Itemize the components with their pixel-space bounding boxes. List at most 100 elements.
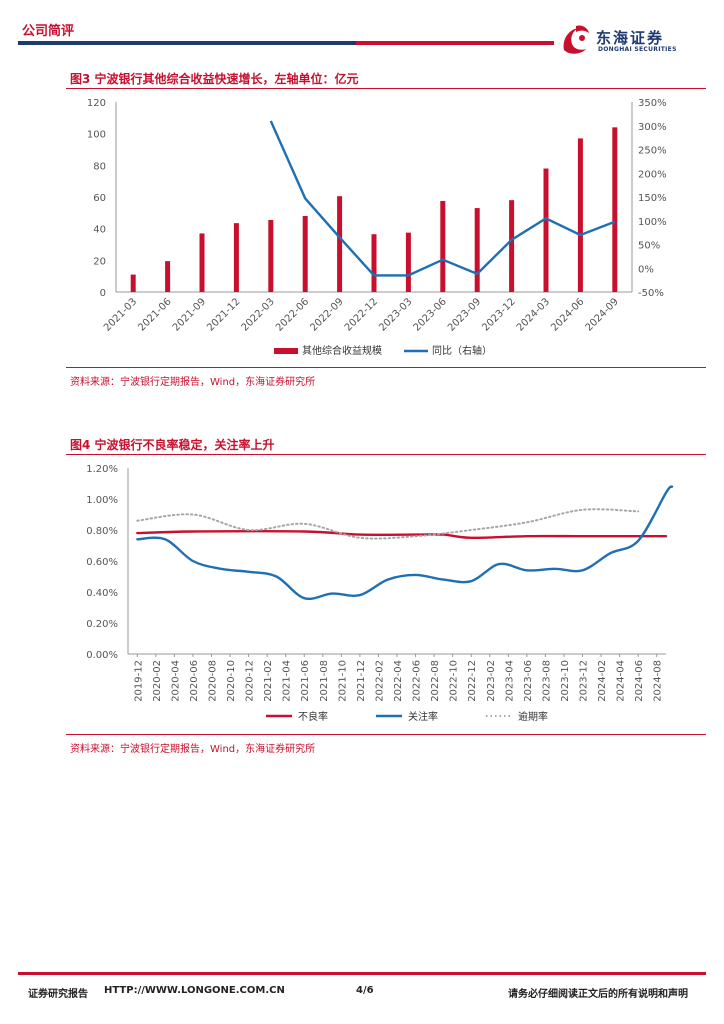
x-tick-label: 2024-02 — [597, 660, 608, 702]
left-axis-tick-label: 120 — [87, 98, 106, 109]
right-axis-tick-label: 300% — [638, 122, 667, 133]
y-axis-tick-label: 1.00% — [86, 495, 118, 506]
x-tick-label: 2021-02 — [263, 660, 274, 702]
bar-2024-03 — [543, 168, 549, 292]
legend-label-overdue-ratio-line: 逾期率 — [518, 710, 548, 723]
figure-3-source: 资料来源：宁波银行定期报告，Wind，东海证券研究所 — [70, 377, 316, 388]
x-tick-label: 2020-12 — [245, 660, 256, 702]
right-axis-tick-label: 50% — [638, 241, 660, 252]
legend-bar-swatch — [274, 348, 298, 354]
y-axis-tick-label: 0.20% — [86, 619, 118, 630]
left-axis-tick-label: 80 — [93, 161, 106, 172]
x-tick-label: 2021-10 — [337, 660, 348, 702]
figure-3-bottom-rule — [66, 367, 706, 368]
legend-label-npl-ratio-line: 不良率 — [298, 710, 328, 723]
bar-2023-12 — [509, 200, 515, 292]
x-tick-label: 2020-02 — [152, 660, 163, 702]
y-axis-tick-label: 0.60% — [86, 557, 118, 568]
left-axis-tick-label: 60 — [93, 193, 106, 204]
legend-label-special-mention-ratio-line: 关注率 — [408, 710, 438, 723]
x-tick-label: 2023-03 — [377, 296, 414, 333]
figure-3-chart: 0 20 40 60 80 100 120 -50% 0% 50% 100% 150% 200% 250%… — [87, 98, 667, 357]
x-tick-label: 2021-12 — [205, 296, 242, 333]
x-tick-label: 2020-06 — [189, 660, 200, 702]
overdue-ratio-line — [136, 508, 640, 540]
logo-english: DONGHAI SECURITIES — [598, 46, 677, 53]
x-tick-label: 2021-09 — [171, 296, 208, 333]
header-bar-blue — [18, 41, 356, 45]
right-axis-tick-label: 100% — [638, 217, 667, 228]
x-tick-label: 2024-06 — [549, 296, 586, 333]
x-tick-label: 2020-08 — [207, 660, 218, 702]
x-tick-label: 2024-09 — [584, 296, 621, 333]
x-tick-label: 2020-04 — [170, 660, 181, 702]
section-title: 公司简评 — [22, 24, 75, 39]
figure-3-top-rule — [66, 88, 706, 89]
x-tick-label: 2023-04 — [504, 660, 515, 702]
bar-2021-09 — [199, 233, 205, 292]
x-tick-label: 2021-08 — [319, 660, 330, 702]
x-tick-label: 2022-03 — [240, 296, 277, 333]
bar-2021-03 — [130, 274, 136, 292]
bar-2022-03 — [268, 219, 274, 292]
x-tick-label: 2023-12 — [480, 296, 517, 333]
x-tick-label: 2022-06 — [274, 296, 311, 333]
donghai-logo-icon — [563, 25, 589, 54]
special-mention-ratio-line — [136, 485, 674, 601]
x-tick-label: 2019-12 — [133, 660, 144, 702]
x-tick-label: 2023-10 — [560, 660, 571, 702]
figure-4-title: 图4 宁波银行不良率稳定，关注率上升 — [70, 438, 275, 452]
x-tick-label: 2024-06 — [634, 660, 645, 702]
x-tick-label: 2022-02 — [374, 660, 385, 702]
x-tick-label: 2021-04 — [282, 660, 293, 702]
left-axis-tick-label: 0 — [100, 288, 106, 299]
logo-chinese: 东海证券 — [596, 29, 665, 47]
x-tick-label: 2021-06 — [136, 296, 173, 333]
x-tick-label: 2021-03 — [102, 296, 139, 333]
legend-bar-label: 其他综合收益规模 — [302, 344, 382, 357]
x-tick-label: 2023-02 — [486, 660, 497, 702]
x-tick-label: 2024-08 — [653, 660, 664, 702]
bar-2022-12 — [371, 234, 377, 292]
x-tick-label: 2022-10 — [449, 660, 460, 702]
x-tick-label: 2022-12 — [467, 660, 478, 702]
y-axis-tick-label: 0.80% — [86, 526, 118, 537]
bar-2021-12 — [233, 223, 239, 292]
footer-page-number: 4/6 — [356, 985, 374, 996]
footer-rule — [18, 972, 706, 975]
right-axis-tick-label: 350% — [638, 98, 667, 109]
figure-4-bottom-rule — [66, 734, 706, 735]
x-tick-label: 2021-12 — [356, 660, 367, 702]
bar-2024-09 — [612, 127, 618, 292]
x-tick-label: 2024-03 — [515, 296, 552, 333]
figure-3-title: 图3 宁波银行其他综合收益快速增长，左轴单位：亿元 — [70, 72, 359, 86]
footer-url[interactable]: HTTP://WWW.LONGONE.COM.CN — [104, 985, 285, 996]
figure-4-top-rule — [66, 454, 706, 455]
right-axis-tick-label: 200% — [638, 169, 667, 180]
right-axis-tick-label: 150% — [638, 193, 667, 204]
bar-2024-06 — [577, 138, 583, 292]
left-axis-tick-label: 40 — [93, 225, 106, 236]
yoy-growth-line — [269, 120, 616, 277]
x-tick-label: 2022-04 — [393, 660, 404, 702]
x-tick-label: 2022-08 — [430, 660, 441, 702]
x-tick-label: 2022-09 — [308, 296, 345, 333]
x-tick-label: 2023-09 — [446, 296, 483, 333]
legend-line-label: 同比（右轴） — [432, 344, 492, 357]
x-tick-label: 2020-10 — [226, 660, 237, 702]
header-bar-red — [356, 41, 554, 45]
left-axis-tick-label: 100 — [87, 130, 106, 141]
y-axis-tick-label: 0.40% — [86, 588, 118, 599]
x-tick-label: 2023-12 — [579, 660, 590, 702]
footer-report-type: 证券研究报告 — [28, 989, 88, 1000]
footer-disclaimer: 请务必仔细阅读正文后的所有说明和声明 — [508, 989, 688, 1000]
figure-4-chart: 0.00% 0.20% 0.40% 0.60% 0.80% 1.00% 1.20% 2019-… — [86, 464, 674, 723]
right-axis-tick-label: -50% — [638, 288, 664, 299]
bar-2022-09 — [337, 196, 343, 292]
bar-2023-09 — [474, 208, 480, 292]
npl-ratio-line — [136, 530, 668, 540]
x-tick-label: 2023-06 — [412, 296, 449, 333]
x-tick-label: 2022-06 — [412, 660, 423, 702]
x-tick-label: 2023-08 — [541, 660, 552, 702]
x-tick-label: 2022-12 — [343, 296, 380, 333]
